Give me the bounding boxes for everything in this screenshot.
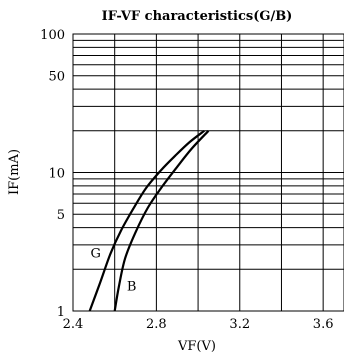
y-tick-label: 10 [48,167,65,182]
curves [88,129,210,312]
curve-label-g: G [91,247,101,262]
tick-labels: 2.4 2.8 3.2 3.6 1 5 10 50 100 [40,28,333,332]
y-axis-label: IF(mA) [7,149,22,195]
series-g-curve [88,129,206,312]
series-b-curve [113,130,210,312]
grid [72,33,344,312]
x-axis-label: VF(V) [177,339,216,354]
x-tick-label: 2.4 [63,317,84,332]
chart-title: IF-VF characteristics(G/B) [102,9,293,24]
curve-labels: GB [91,247,137,295]
x-tick-label: 2.8 [146,317,167,332]
plot-frame [72,33,344,312]
y-tick-label: 1 [57,305,65,320]
y-tick-label: 100 [40,28,65,43]
curve-label-b: B [127,280,137,295]
y-tick-label: 50 [48,70,65,85]
x-tick-label: 3.6 [313,317,334,332]
x-tick-label: 3.2 [229,317,250,332]
y-tick-label: 5 [57,208,65,223]
